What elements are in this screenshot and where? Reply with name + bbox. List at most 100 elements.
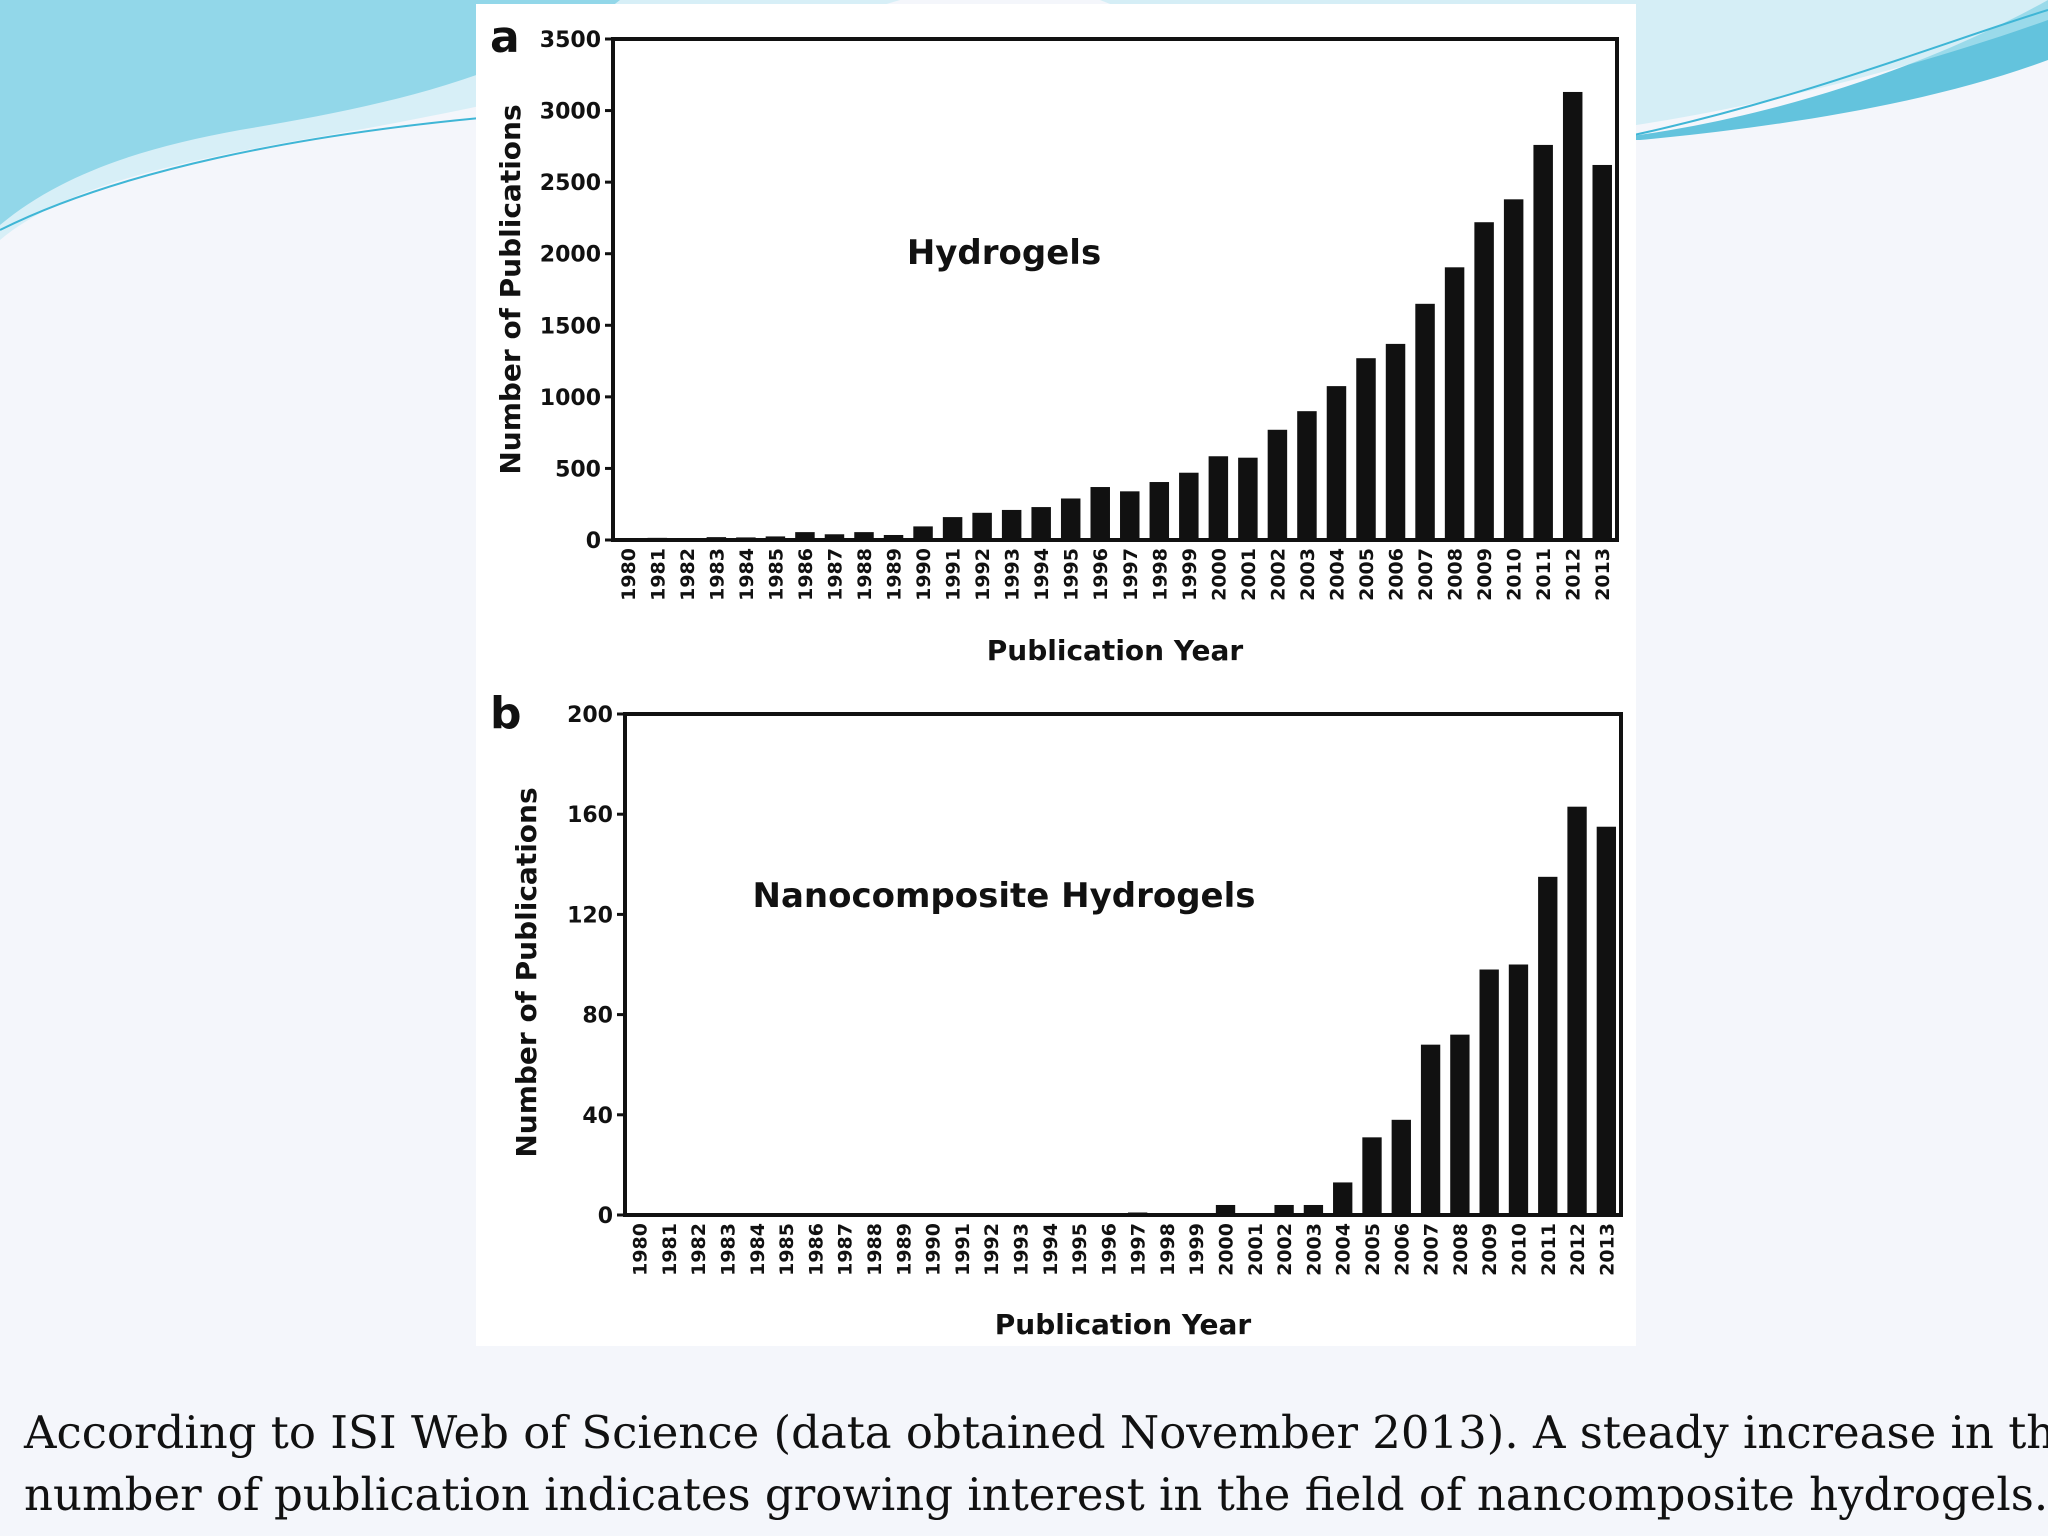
bar-1981 xyxy=(647,537,668,540)
x-tick-label: 1993 xyxy=(1002,548,1024,601)
x-tick-label: 1985 xyxy=(765,548,787,601)
x-tick-label: 2005 xyxy=(1356,548,1378,601)
x-tick-label: 1998 xyxy=(1157,1223,1179,1276)
bar-2003 xyxy=(1297,411,1317,540)
x-tick-label: 2010 xyxy=(1504,548,1526,601)
x-tick-label: 2005 xyxy=(1362,1223,1384,1276)
x-tick-label: 2010 xyxy=(1508,1223,1530,1276)
x-tick-label: 1988 xyxy=(854,548,876,601)
panel-label: a xyxy=(490,12,520,63)
bar-1992 xyxy=(972,512,992,540)
x-tick-label: 2012 xyxy=(1563,548,1585,601)
bar-2005 xyxy=(1356,358,1376,540)
x-tick-label: 1994 xyxy=(1031,548,1053,601)
x-tick-label: 1992 xyxy=(981,1223,1003,1276)
x-tick-label: 1996 xyxy=(1090,548,1112,601)
x-tick-label: 1994 xyxy=(1040,1223,1062,1276)
x-tick-label: 1998 xyxy=(1149,548,1171,601)
x-tick-label: 1991 xyxy=(952,1223,974,1276)
x-tick-label: 2012 xyxy=(1567,1223,1589,1276)
bar-2007 xyxy=(1420,1044,1441,1215)
x-tick-label: 1983 xyxy=(706,548,728,601)
x-tick-label: 2000 xyxy=(1208,548,1230,601)
x-tick-label: 1982 xyxy=(688,1223,710,1276)
x-tick-label: 2009 xyxy=(1479,1223,1501,1276)
x-tick-label: 2007 xyxy=(1421,1223,1443,1276)
slide-caption: According to ISI Web of Science (data ob… xyxy=(24,1402,2048,1526)
x-tick-label: 1991 xyxy=(943,548,965,601)
x-tick-label: 1995 xyxy=(1069,1223,1091,1276)
bar-1985 xyxy=(765,536,786,540)
bar-1989 xyxy=(883,534,904,540)
caption-line-1: According to ISI Web of Science (data ob… xyxy=(24,1406,2048,1459)
x-tick-label: 2008 xyxy=(1445,548,1467,601)
x-tick-label: 2011 xyxy=(1533,548,1555,601)
x-tick-label: 1986 xyxy=(795,548,817,601)
x-tick-label: 1995 xyxy=(1061,548,1083,601)
x-tick-label: 2006 xyxy=(1391,1223,1413,1276)
x-tick-label: 2002 xyxy=(1274,1223,1296,1276)
bar-2007 xyxy=(1415,303,1435,540)
x-tick-label: 1980 xyxy=(618,548,640,601)
y-axis-label: Number of Publications xyxy=(510,787,543,1157)
x-tick-label: 2007 xyxy=(1415,548,1437,601)
y-tick-label: 0 xyxy=(598,1204,613,1229)
bar-1995 xyxy=(1060,498,1081,540)
bar-2011 xyxy=(1538,876,1558,1215)
x-tick-label: 2003 xyxy=(1303,1223,1325,1276)
bar-2006 xyxy=(1391,1119,1411,1215)
x-tick-label: 2002 xyxy=(1267,548,1289,601)
bar-2001 xyxy=(1238,457,1258,540)
bar-2000 xyxy=(1208,456,1229,540)
plot-frame xyxy=(623,712,1623,1217)
bar-1983 xyxy=(706,537,727,540)
x-tick-label: 1996 xyxy=(1098,1223,1120,1276)
y-tick-label: 3000 xyxy=(540,100,601,125)
x-tick-label: 1992 xyxy=(972,548,994,601)
x-tick-label: 1999 xyxy=(1179,548,1201,601)
nanocomposite-hydrogels-chart: 0 40 80 120 160 200 1980 1981 1982 1983 1984 1985 19… xyxy=(490,688,1623,1341)
bar-2002 xyxy=(1274,1204,1294,1215)
bar-1984 xyxy=(736,537,756,540)
bar-1991 xyxy=(942,517,963,540)
bar-2009 xyxy=(1479,969,1499,1215)
x-tick-label: 2006 xyxy=(1386,548,1408,601)
x-tick-label: 1981 xyxy=(659,1223,681,1276)
bar-1993 xyxy=(1001,509,1022,540)
y-tick-label: 1500 xyxy=(540,314,601,339)
x-tick-label: 1988 xyxy=(864,1223,886,1276)
y-axis-label: Number of Publications xyxy=(494,104,527,474)
x-tick-label: 2009 xyxy=(1474,548,1496,601)
x-tick-label: 1982 xyxy=(677,548,699,601)
y-tick-label: 1000 xyxy=(540,386,601,411)
x-tick-label: 2004 xyxy=(1326,548,1348,601)
x-tick-label: 2003 xyxy=(1297,548,1319,601)
bar-2004 xyxy=(1326,386,1347,540)
x-tick-label: 2001 xyxy=(1245,1223,1267,1276)
plot-frame xyxy=(611,37,1619,542)
bar-1994 xyxy=(1031,507,1051,540)
y-tick-label: 160 xyxy=(567,803,613,828)
y-tick-label: 2000 xyxy=(540,243,601,268)
x-tick-label: 2013 xyxy=(1596,1223,1618,1276)
x-tick-label: 1990 xyxy=(913,548,935,601)
x-tick-label: 1985 xyxy=(776,1223,798,1276)
bar-1982 xyxy=(677,538,697,540)
bar-2010 xyxy=(1508,964,1529,1215)
y-tick-label: 120 xyxy=(567,903,613,928)
bar-2000 xyxy=(1215,1204,1236,1215)
x-tick-label: 1997 xyxy=(1120,548,1142,601)
x-tick-label: 2000 xyxy=(1216,1223,1238,1276)
series-annotation: Hydrogels xyxy=(907,233,1101,273)
y-tick-label: 500 xyxy=(555,457,601,482)
top-right-wave xyxy=(1600,0,2048,140)
bar-2003 xyxy=(1303,1204,1324,1215)
x-tick-label: 1984 xyxy=(736,548,758,601)
x-tick-label: 2004 xyxy=(1333,1223,1355,1276)
bar-2008 xyxy=(1444,267,1465,540)
bar-2012 xyxy=(1567,806,1587,1215)
x-tick-label: 1987 xyxy=(835,1223,857,1276)
bar-1990 xyxy=(913,526,933,540)
bar-2002 xyxy=(1267,429,1288,540)
